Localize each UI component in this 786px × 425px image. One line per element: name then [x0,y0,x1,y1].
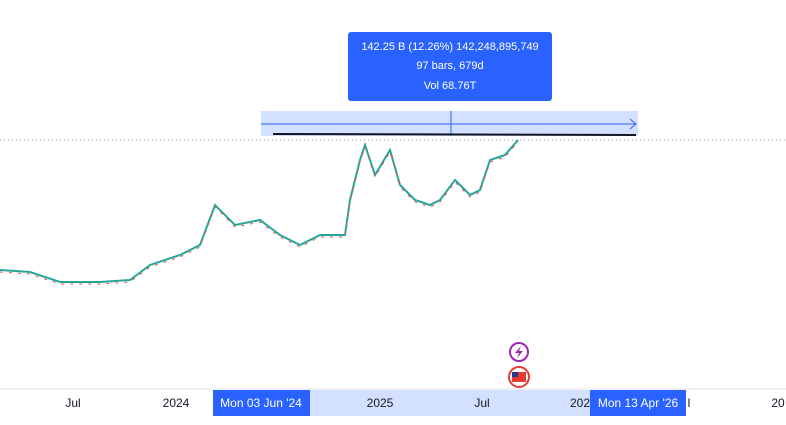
range-end-label: Mon 13 Apr '26 [598,396,679,410]
tooltip-change: 142.25 B (12.26%) 142,248,895,749 [361,41,538,53]
tooltip-volume: Vol 68.76T [424,80,477,92]
range-end-box [590,390,686,416]
event-bolt [515,346,523,358]
price-series-down [0,141,519,285]
range-start-label: Mon 03 Jun '24 [220,396,302,410]
x-tick-label: 20 [771,396,785,410]
measure-baseline [272,133,637,136]
range-start-box [213,390,310,416]
x-tick-label: l [688,396,691,410]
measure-tooltip [348,32,552,101]
time-axis: Jul 2024 2025 Jul 202 l 20 [65,396,785,410]
flag [512,372,526,382]
flag-canton [512,372,518,377]
price-series [0,139,519,283]
x-tick-label: Jul [474,396,489,410]
x-tick-label: 202 [570,396,590,410]
x-tick-label: 2024 [163,396,190,410]
x-tick-label: 2025 [367,396,394,410]
x-tick-label: Jul [65,396,80,410]
arrow-head [629,118,637,130]
tooltip-bars: 97 bars, 679d [416,60,483,72]
